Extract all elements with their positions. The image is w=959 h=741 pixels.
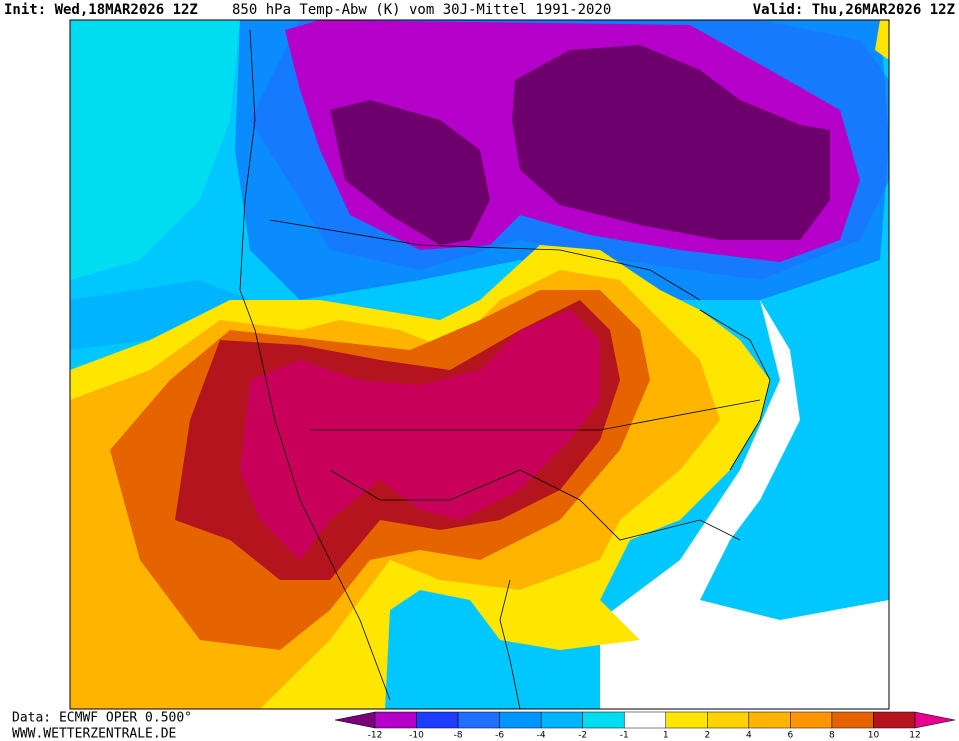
colorbar-tick-label: -6 [495, 731, 504, 741]
colorbar-tick-label: 12 [909, 731, 920, 741]
map [69, 19, 890, 710]
colorbar-box [623, 711, 667, 729]
colorbar-box [831, 711, 874, 729]
colorbar-box [748, 711, 791, 729]
colorbar-box [499, 711, 542, 729]
colorbar-box [416, 711, 459, 729]
colorbar-tick-label: -8 [454, 731, 463, 741]
colorbar-tick-label: -12 [368, 731, 383, 741]
colorbar-tick-label: 8 [829, 731, 835, 741]
colorbar-tick-label: -2 [578, 731, 587, 741]
colorbar-box [540, 711, 583, 729]
colorbar-arrow [914, 711, 956, 729]
colorbar-tick-label: 4 [746, 731, 752, 741]
website: WWW.WETTERZENTRALE.DE [12, 727, 176, 741]
colorbar-box [873, 711, 916, 729]
colorbar-arrow [334, 711, 376, 729]
colorbar-tick-label: -1 [620, 731, 629, 741]
colorbar-tick-label: -4 [537, 731, 546, 741]
init-time: Init: Wed,18MAR2026 12Z [4, 2, 198, 18]
colorbar-box [665, 711, 708, 729]
colorbar-tick-label: 1 [663, 731, 669, 741]
colorbar: -12 -10 -8 -6 -4 -2 -1 1 2 4 6 8 10 12 [334, 711, 956, 741]
colorbar-box [374, 711, 417, 729]
colorbar-box [707, 711, 750, 729]
map-title: 850 hPa Temp-Abw (K) vom 30J-Mittel 1991… [232, 2, 611, 18]
colorbar-tick-label: -10 [409, 731, 424, 741]
colorbar-tick-label: 6 [788, 731, 794, 741]
colorbar-box [790, 711, 833, 729]
colorbar-box [582, 711, 625, 729]
data-source: Data: ECMWF OPER 0.500° [12, 711, 192, 726]
valid-time: Valid: Thu,26MAR2026 12Z [753, 2, 955, 18]
colorbar-tick-label: 10 [868, 731, 880, 741]
colorbar-box [457, 711, 500, 729]
colorbar-tick-label: 2 [704, 731, 710, 741]
